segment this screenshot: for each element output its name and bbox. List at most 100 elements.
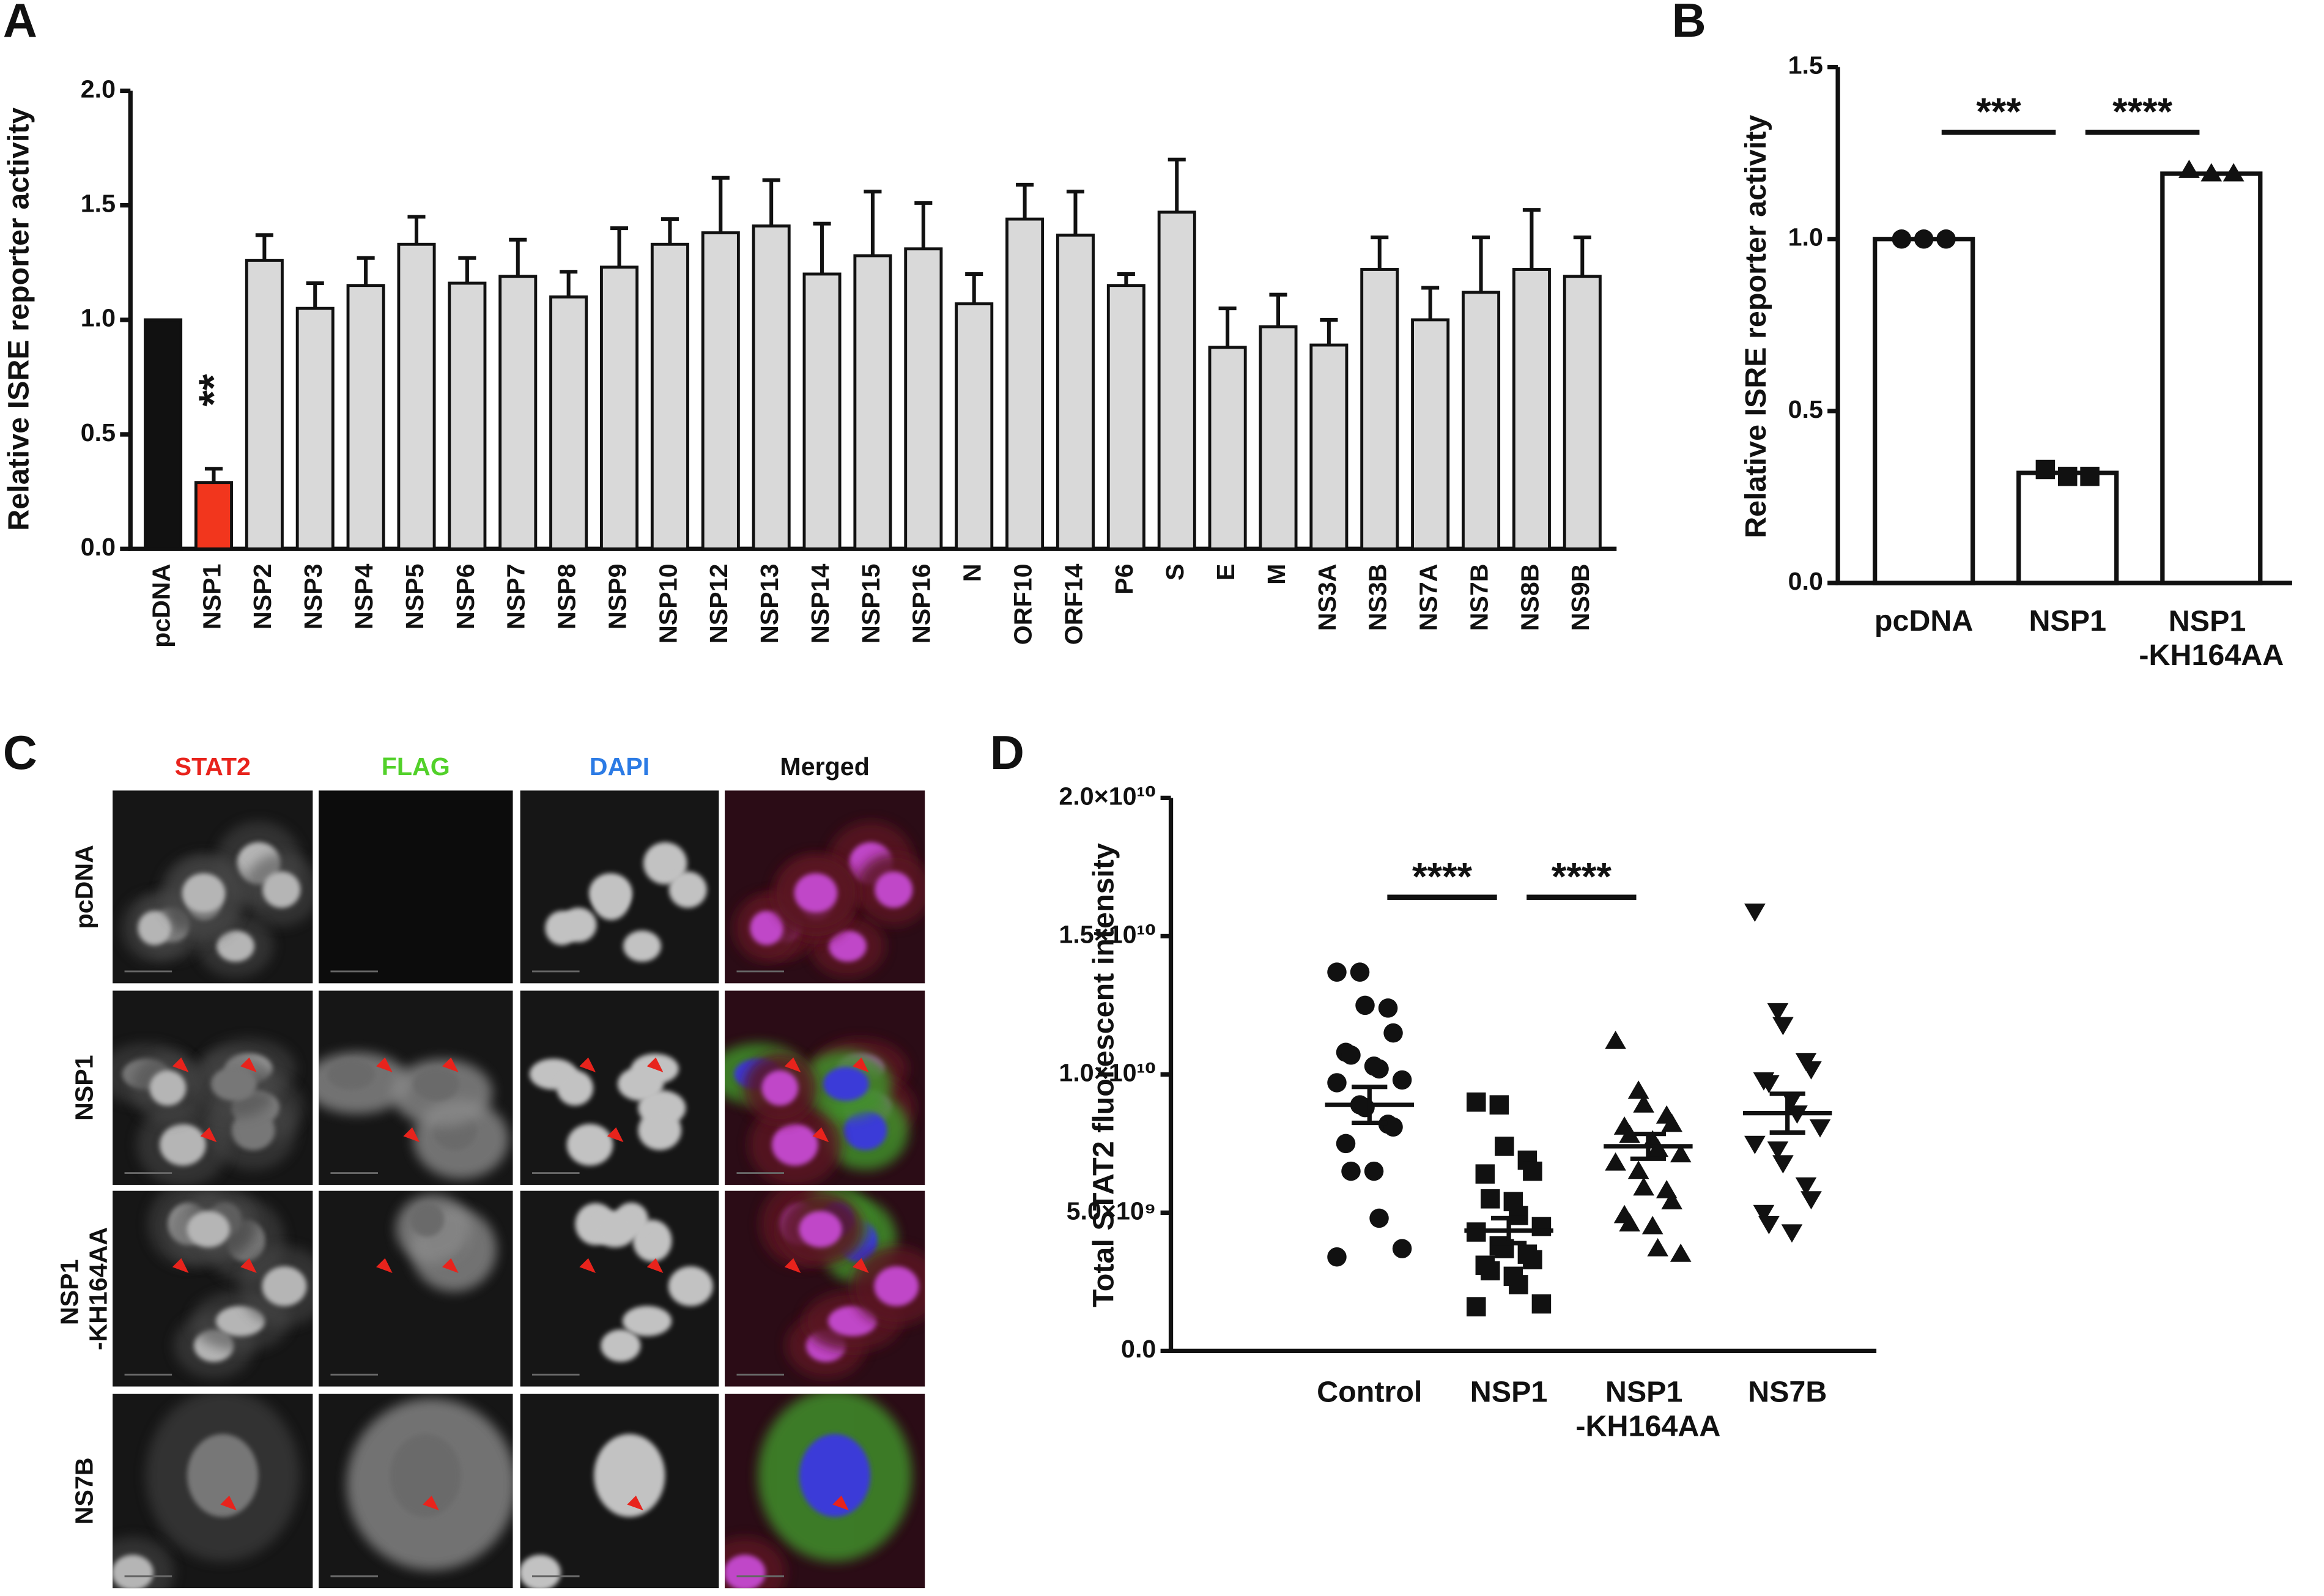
arrowhead [376,1057,393,1072]
arrowhead [403,1127,420,1143]
micrograph-content [725,1394,912,1589]
bar [448,281,487,551]
point [1809,1119,1831,1138]
micrograph [725,790,925,984]
y-tick-label: 0.0 [1121,1335,1156,1363]
point [1781,1224,1803,1243]
nucleus [187,1434,259,1517]
point [1341,1045,1361,1065]
bar [144,318,183,551]
x-tick-label: NSP13 [755,564,783,644]
x-tick-label: NSP1 [198,564,226,630]
x-tick-label: NSP16 [908,564,936,644]
nucleus [410,1202,445,1237]
micrograph [520,990,719,1185]
nucleus [566,1124,613,1166]
micrograph [113,1190,313,1387]
point [1327,962,1347,982]
significance-label: **** [1412,855,1473,898]
nucleus [623,930,661,962]
bar [853,254,892,551]
bar [2160,171,2263,585]
x-tick-label: NSP6 [451,564,479,630]
point [1350,962,1370,982]
bar [1360,268,1399,551]
bar [1106,284,1145,551]
nucleus [761,1070,799,1106]
point [2200,163,2222,182]
point [1475,1164,1495,1184]
arrowhead [376,1258,393,1273]
micrograph [113,790,313,984]
micrograph [725,990,925,1185]
nucleus [160,1124,206,1166]
point [1744,1135,1766,1154]
y-tick-label: 1.0×10¹⁰ [1059,1058,1156,1086]
x-tick-label: NS7B [1465,564,1493,631]
nucleus [187,1211,230,1248]
arrowhead [852,1258,869,1273]
point [1369,1208,1389,1228]
point [1341,1161,1361,1181]
bar [295,306,335,551]
x-tick-label: pcDNA [1874,604,1974,637]
micrograph-content [532,842,707,973]
row-label: NSP1 [70,1055,98,1121]
point [1605,1030,1626,1049]
arrowhead [240,1258,257,1273]
point [1800,1061,1822,1080]
point [1670,1243,1692,1262]
column-label: STAT2 [175,752,251,781]
point [1633,1177,1654,1196]
x-tick-label: NSP8 [553,564,581,630]
point [1753,1204,1775,1223]
point [1641,1216,1663,1234]
arrowhead [220,1495,237,1511]
point [1369,1059,1389,1079]
x-tick-label: NS8B [1515,564,1544,631]
x-tick-label: E [1212,564,1240,581]
bar [1873,237,1975,585]
nucleus [799,1434,871,1517]
point [2178,159,2200,178]
nucleus [823,1067,869,1101]
arrowhead [240,1057,257,1072]
x-tick-label: N [958,564,986,582]
nucleus [799,1211,842,1248]
nucleus [262,871,301,908]
annotation: ** [191,374,237,406]
x-tick-label: NSP3 [299,564,327,630]
bar [650,242,689,551]
point [1467,1092,1486,1112]
nucleus [622,1305,672,1337]
point [1489,1095,1509,1115]
y-axis-label: Relative ISRE reporter activity [1739,115,1772,538]
point [1800,1191,1822,1210]
point [1767,1003,1789,1022]
x-tick-label: pcDNA [147,564,175,648]
arrowhead [812,1127,829,1143]
arrowhead [627,1495,643,1511]
bar [1208,346,1247,551]
arrowhead [172,1258,189,1273]
nucleus [874,1266,919,1307]
x-tick-label: S [1161,564,1189,581]
x-tick-label: ORF14 [1059,563,1087,645]
micrograph [725,1190,925,1387]
row-label: pcDNA [70,845,98,929]
micrograph [520,1190,719,1387]
nucleus [875,871,913,908]
bar [1411,318,1450,551]
point [1378,998,1398,1018]
x-tick-label: NSP5 [401,564,429,630]
point [1772,1017,1794,1036]
point [1670,1144,1692,1163]
y-tick-label: 1.0 [1788,223,1823,251]
nucleus [643,842,687,885]
micrograph-content [330,1398,513,1578]
arrowhead [852,1057,869,1072]
x-tick-label: NSP7 [502,564,530,630]
x-tick-label: Control [1317,1375,1422,1408]
row-label: NS7B [70,1457,98,1524]
x-tick-label: NSP9 [603,564,631,630]
